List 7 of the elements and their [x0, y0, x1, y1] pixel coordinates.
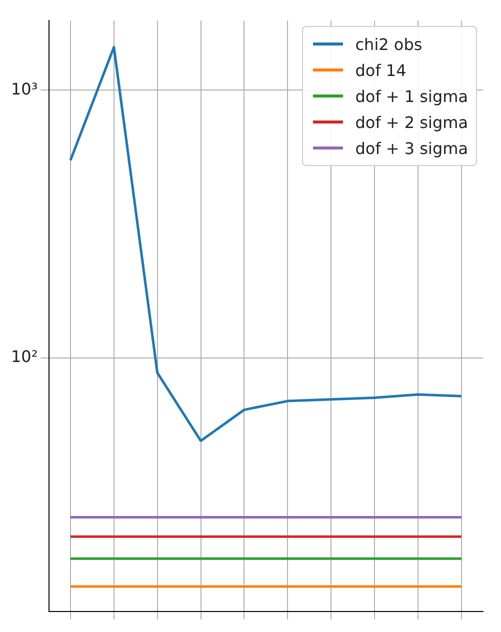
- legend-label: dof + 3 sigma: [355, 138, 468, 158]
- y-tick-label: 10²: [10, 347, 38, 366]
- y-tick-label: 10³: [10, 79, 38, 98]
- legend-label: dof 14: [355, 60, 406, 80]
- legend-label: chi2 obs: [355, 34, 422, 54]
- legend-label: dof + 2 sigma: [355, 112, 468, 132]
- legend-label: dof + 1 sigma: [355, 86, 468, 106]
